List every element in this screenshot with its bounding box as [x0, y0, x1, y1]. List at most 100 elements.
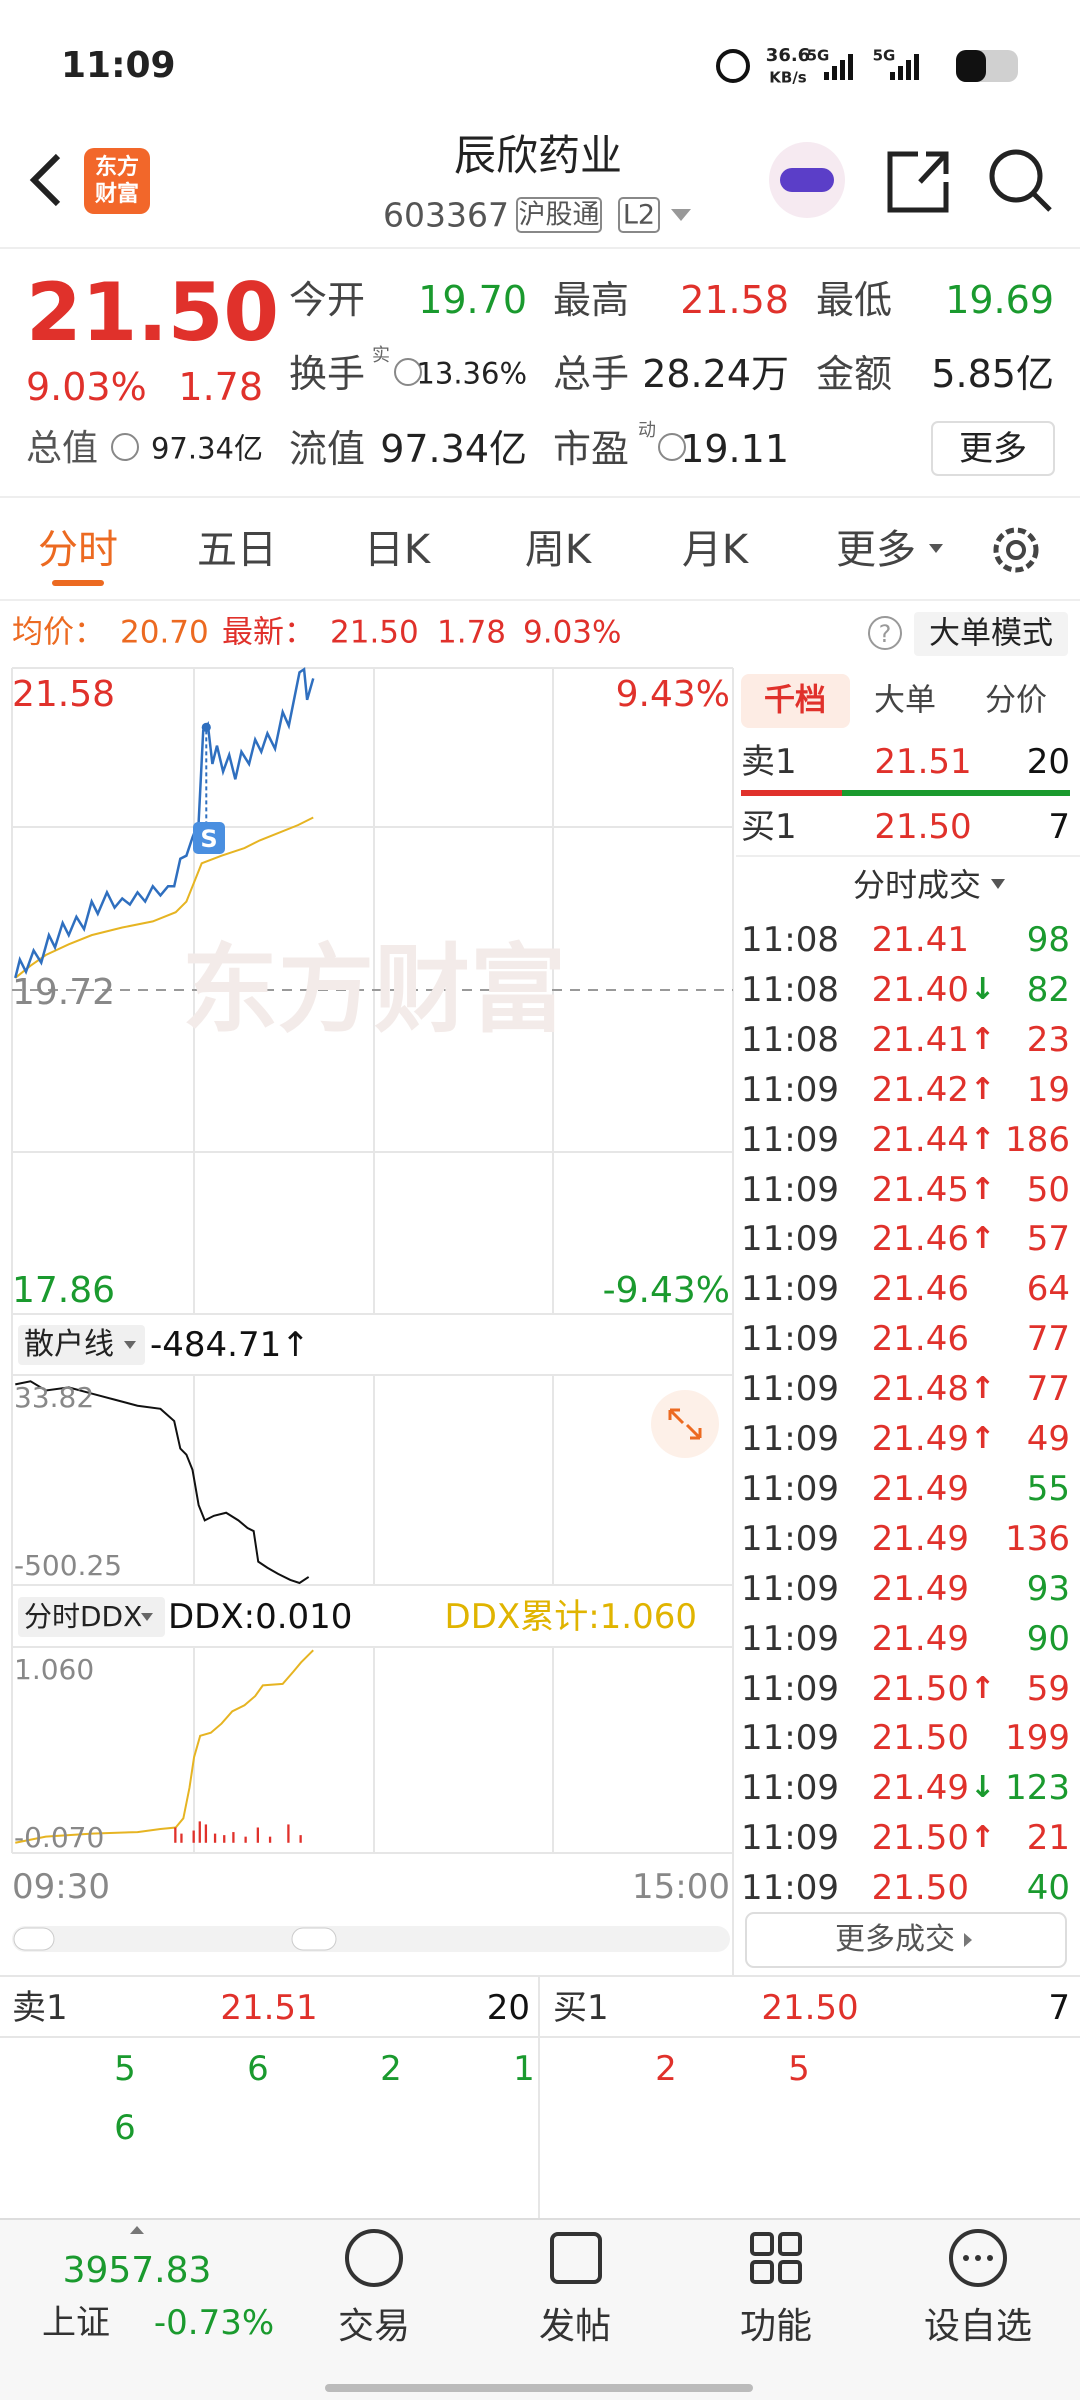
- trade-time: 11:09: [741, 1518, 839, 1559]
- dropdown-icon: [141, 1613, 153, 1621]
- trade-volume: 199: [1005, 1718, 1070, 1759]
- help-icon[interactable]: [868, 616, 902, 650]
- trade-marker[interactable]: [193, 822, 225, 854]
- chart-lines: [15, 669, 313, 1843]
- more-button[interactable]: [931, 421, 1055, 476]
- nav-label[interactable]: 发帖: [538, 2306, 612, 2347]
- trade-time: 11:08: [741, 920, 839, 960]
- level-price: 21.51: [220, 1988, 318, 2028]
- caret-icon[interactable]: [130, 2226, 144, 2234]
- info-icon[interactable]: [394, 358, 422, 386]
- stat-value: 97.34亿: [150, 431, 263, 466]
- x-label: 15:00: [632, 1867, 730, 1907]
- tab[interactable]: 周K: [524, 527, 592, 573]
- trade-price: 21.50: [871, 1668, 969, 1709]
- indicator-2-line: [15, 1650, 313, 1843]
- market-tag: 沪股通: [518, 199, 600, 231]
- more-button-label[interactable]: 更多: [959, 429, 1027, 469]
- trade-time: 11:09: [741, 1069, 839, 1110]
- trade-arrow: ↑: [970, 1071, 996, 1107]
- indicator-selector[interactable]: [18, 1325, 145, 1365]
- stat-label: 换手: [289, 352, 366, 396]
- dropdown-icon[interactable]: [929, 544, 943, 553]
- net-speed: 36.6: [765, 45, 811, 66]
- tab[interactable]: 日K: [363, 527, 431, 573]
- level-price: 21.50: [874, 807, 972, 847]
- nav-label[interactable]: 设自选: [923, 2306, 1033, 2347]
- trade-time: 11:09: [741, 1319, 839, 1360]
- tab[interactable]: 分时: [38, 527, 118, 573]
- scroll-handle[interactable]: [291, 1927, 337, 1951]
- tab[interactable]: 月K: [681, 527, 749, 573]
- depth-tab[interactable]: 大单: [874, 682, 936, 719]
- trade-volume: 59: [1026, 1668, 1070, 1709]
- tab-underline: [52, 580, 104, 586]
- scroll-handle[interactable]: [13, 1927, 55, 1951]
- clock: 11:09: [61, 45, 176, 86]
- market-tag-box: [516, 197, 602, 233]
- level-volume: 7: [1048, 1988, 1070, 2028]
- watchlist-icon[interactable]: [949, 2229, 1007, 2287]
- share-icon[interactable]: [887, 151, 949, 213]
- index-value[interactable]: 3957.83: [62, 2250, 212, 2291]
- nav-label[interactable]: 交易: [337, 2306, 411, 2347]
- more-trades-label[interactable]: 更多成交: [835, 1922, 955, 1957]
- depth-tab[interactable]: 分价: [985, 682, 1047, 719]
- info-icon[interactable]: [658, 433, 686, 461]
- expand-button[interactable]: [651, 1390, 719, 1458]
- trade-time: 11:09: [741, 1818, 839, 1859]
- indicator-name[interactable]: 散户线: [24, 1327, 114, 1362]
- dropdown-icon[interactable]: [671, 209, 691, 221]
- indicator-selector[interactable]: [18, 1597, 165, 1637]
- trade-time: 11:09: [741, 1169, 839, 1210]
- trade-price: 21.41: [871, 920, 969, 960]
- trade-volume: 49: [1026, 1419, 1070, 1459]
- tab[interactable]: 更多: [836, 527, 916, 573]
- trade-price: 21.49: [871, 1468, 969, 1509]
- logo-text: 财富: [94, 182, 140, 207]
- trade-volume: 77: [1026, 1319, 1070, 1360]
- watermark: 东方财富: [182, 934, 566, 1046]
- indicator-1-line: [15, 1381, 308, 1583]
- scroll-track[interactable]: [12, 1926, 730, 1952]
- trade-price: 21.46: [871, 1269, 969, 1310]
- stat-label: 市盈: [553, 427, 630, 471]
- level-volume: 7: [1048, 807, 1070, 847]
- trade-volume: 57: [1026, 1219, 1070, 1260]
- help-icon-label[interactable]: ?: [878, 620, 892, 648]
- stat-label: 金额: [816, 352, 893, 396]
- mode-label[interactable]: 大单模式: [929, 615, 1053, 652]
- back-icon[interactable]: [29, 153, 61, 207]
- mode-button[interactable]: [914, 612, 1068, 656]
- trade-time: 11:09: [741, 1868, 839, 1909]
- nav-label[interactable]: 功能: [739, 2306, 813, 2347]
- chart-frame: [11, 667, 734, 1975]
- trade-volume: 186: [1005, 1119, 1070, 1160]
- trade-price: 21.49: [871, 1768, 969, 1809]
- post-icon[interactable]: [550, 2232, 602, 2284]
- indicator-value: DDX累计:1.060: [444, 1597, 697, 1637]
- y-label: -9.43%: [602, 1270, 730, 1311]
- level-volume: 20: [1026, 742, 1070, 782]
- info-icon[interactable]: [111, 433, 139, 461]
- buy-ratio-bar: [842, 790, 1070, 796]
- trade-time: 11:09: [741, 1468, 839, 1509]
- sell-ratio-bar: [741, 790, 842, 796]
- stock-name: 辰欣药业: [453, 131, 623, 180]
- level-price: 21.51: [874, 742, 972, 782]
- search-icon[interactable]: [989, 149, 1043, 203]
- settings-icon[interactable]: [993, 527, 1039, 573]
- indicator-name[interactable]: 分时DDX: [24, 1600, 143, 1633]
- function-icon[interactable]: [750, 2232, 802, 2284]
- trade-price: 21.46: [871, 1219, 969, 1260]
- avg-label: 均价：: [12, 614, 105, 651]
- trade-volume: 21: [1026, 1818, 1070, 1859]
- trade-icon[interactable]: [345, 2229, 403, 2287]
- tab[interactable]: 五日: [197, 527, 277, 573]
- trade-price: 21.41: [871, 1019, 969, 1060]
- change-pct: 9.03%: [523, 614, 622, 651]
- depth-tab[interactable]: 千档: [764, 682, 826, 719]
- more-trades-button[interactable]: [745, 1912, 1067, 1968]
- x-label: 09:30: [12, 1867, 110, 1907]
